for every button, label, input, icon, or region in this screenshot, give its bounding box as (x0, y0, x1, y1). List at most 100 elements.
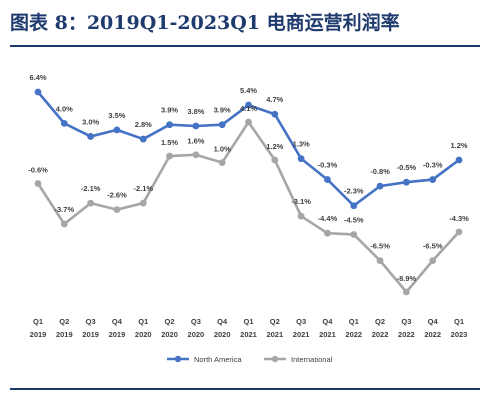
north-america-point (139, 135, 147, 143)
x-tick-quarter: Q2 (375, 317, 385, 326)
series-line-international (36, 120, 461, 294)
north-america-point (324, 176, 331, 183)
north-america-data-label: -2.3% (344, 187, 364, 196)
north-america-data-label: 1.3% (293, 140, 310, 149)
north-america-data-label: -0.8% (370, 167, 390, 176)
north-america-point (34, 88, 42, 96)
x-tick-year: 2021 (319, 330, 336, 339)
north-america-data-label: -0.3% (423, 161, 443, 170)
north-america-data-label: -0.5% (397, 163, 417, 172)
north-america-point (192, 122, 200, 130)
x-tick-quarter: Q4 (112, 317, 123, 326)
x-tick-quarter: Q2 (270, 317, 280, 326)
international-point (245, 118, 252, 126)
x-tick-year: 2020 (214, 330, 231, 339)
north-america-data-label: 2.8% (135, 120, 152, 129)
international-data-label: -0.6% (28, 166, 48, 175)
x-tick-year: 2021 (240, 330, 257, 339)
north-america-data-label: 3.9% (161, 106, 178, 115)
x-tick-quarter: Q2 (59, 317, 69, 326)
international-data-label: 1.0% (214, 145, 231, 154)
international-point (218, 159, 226, 166)
international-point (87, 199, 95, 207)
north-america-data-label: 3.9% (214, 106, 231, 115)
x-tick-year: 2019 (82, 330, 99, 339)
north-america-point (87, 133, 95, 140)
international-point (34, 180, 42, 187)
international-data-label: -2.1% (133, 184, 153, 193)
international-data-label: -6.5% (423, 242, 443, 251)
x-tick-quarter: Q4 (428, 317, 439, 326)
north-america-point (113, 126, 121, 134)
x-tick-year: 2023 (451, 330, 468, 339)
bottom-divider (10, 388, 480, 390)
x-tick-quarter: Q1 (243, 317, 253, 326)
x-tick-quarter: Q2 (165, 317, 175, 326)
international-data-label: -4.4% (318, 214, 338, 223)
international-data-label: -4.3% (449, 214, 469, 223)
north-america-point (271, 110, 279, 118)
north-america-data-label: 1.2% (450, 141, 467, 150)
x-tick-year: 2020 (188, 330, 205, 339)
legend-marker-international (271, 355, 279, 363)
international-data-label: -2.1% (81, 184, 101, 193)
x-tick-year: 2019 (56, 330, 73, 339)
international-point (166, 152, 173, 160)
international-data-label: -3.7% (55, 205, 75, 214)
x-tick-year: 2021 (266, 330, 283, 339)
north-america-data-label: 3.8% (187, 107, 204, 116)
x-tick-year: 2020 (161, 330, 178, 339)
international-data-label: -3.1% (291, 197, 311, 206)
north-america-data-label: 6.4% (29, 73, 46, 82)
international-point (271, 156, 279, 164)
international-point (192, 151, 200, 159)
x-tick-quarter: Q3 (401, 317, 411, 326)
x-tick-year: 2021 (293, 330, 310, 339)
international-point (455, 228, 463, 236)
x-tick-year: 2022 (424, 330, 441, 339)
x-tick-quarter: Q4 (217, 317, 228, 326)
international-point (113, 206, 121, 214)
north-america-point (455, 156, 463, 164)
international-point (429, 257, 437, 265)
north-america-point (429, 176, 437, 183)
x-tick-quarter: Q4 (322, 317, 333, 326)
x-tick-quarter: Q1 (349, 317, 359, 326)
x-tick-quarter: Q3 (296, 317, 306, 326)
x-tick-year: 2022 (345, 330, 362, 339)
north-america-point (166, 121, 173, 129)
international-point (60, 220, 68, 228)
x-tick-quarter: Q1 (33, 317, 43, 326)
north-america-data-label: 3.5% (108, 111, 125, 120)
international-point (376, 257, 384, 265)
international-point (324, 229, 331, 237)
north-america-point (218, 121, 226, 129)
international-data-label: -2.6% (107, 191, 127, 200)
international-point (402, 288, 410, 296)
x-tick-year: 2022 (398, 330, 415, 339)
x-tick-quarter: Q1 (138, 317, 148, 326)
north-america-data-label: 4.7% (266, 95, 283, 104)
title-divider (10, 45, 480, 47)
x-tick-quarter: Q1 (454, 317, 464, 326)
international-point (350, 231, 358, 238)
legend-label-international: International (291, 355, 333, 364)
international-data-label: 1.5% (161, 138, 178, 147)
international-data-label: 4.1% (240, 104, 257, 113)
north-america-data-label: 3.0% (82, 117, 99, 126)
x-tick-year: 2022 (372, 330, 389, 339)
international-data-label: -4.5% (344, 215, 364, 224)
x-tick-year: 2019 (30, 330, 47, 339)
x-tick-quarter: Q3 (191, 317, 201, 326)
x-tick-year: 2019 (109, 330, 126, 339)
international-point (139, 199, 147, 207)
north-america-data-label: 5.4% (240, 86, 257, 95)
north-america-point (402, 178, 410, 186)
x-tick-year: 2020 (135, 330, 152, 339)
legend-marker-north-america (174, 355, 182, 363)
north-america-point (245, 101, 252, 109)
north-america-point (350, 202, 358, 210)
chart-title: 图表 8：2019Q1-2023Q1 电商运营利润率 (10, 12, 400, 34)
north-america-point (60, 119, 68, 127)
